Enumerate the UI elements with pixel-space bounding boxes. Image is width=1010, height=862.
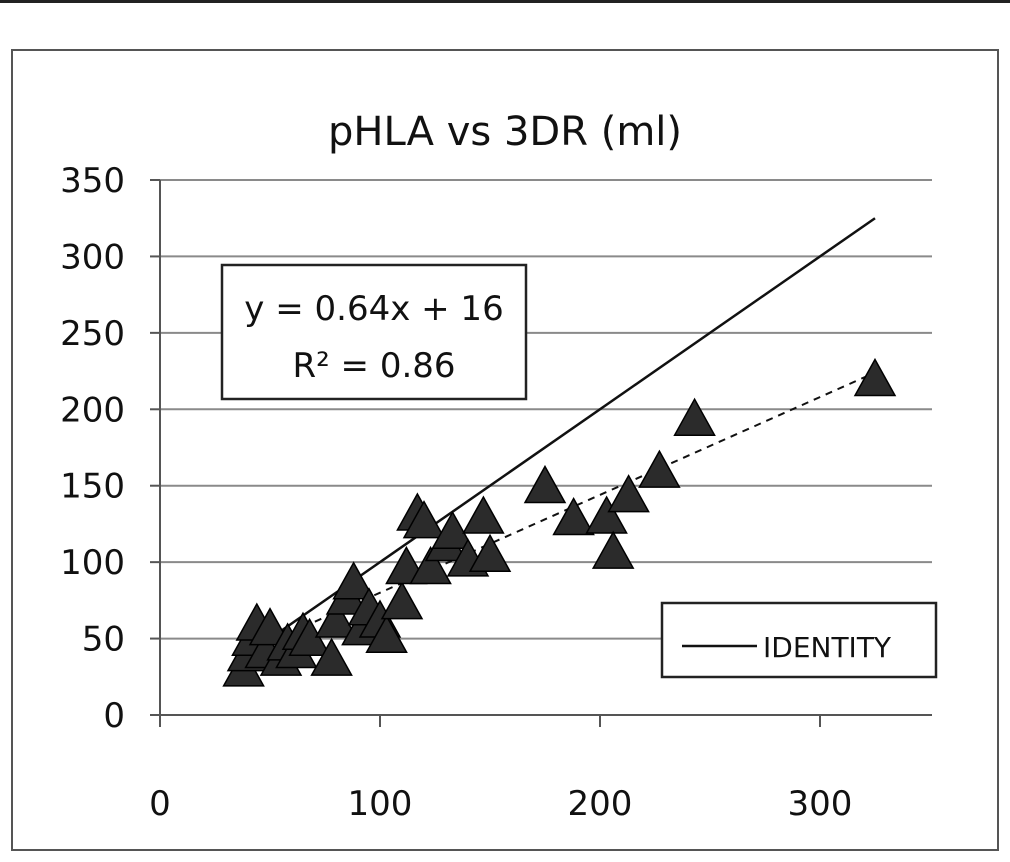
- y-tick-label-0: 0: [103, 696, 125, 736]
- y-tick-label-300: 300: [60, 237, 125, 277]
- chart-title: pHLA vs 3DR (ml): [328, 109, 682, 155]
- r-squared-text: R² = 0.86: [292, 346, 455, 386]
- data-point-36: [673, 397, 716, 436]
- annotation-box: [220, 263, 528, 401]
- data-point-20: [380, 581, 424, 620]
- data-point-28: [462, 495, 505, 534]
- data-point-19: [365, 614, 408, 654]
- equation-text: y = 0.64x + 16: [244, 289, 503, 329]
- data-point-37: [853, 357, 897, 397]
- data-point-29: [468, 533, 512, 572]
- y-tick-label-150: 150: [60, 467, 125, 507]
- y-tick-label-100: 100: [60, 543, 125, 583]
- data-point-23: [402, 500, 446, 539]
- data-point-26: [431, 510, 474, 550]
- x-tick-label-300: 300: [788, 784, 853, 824]
- data-point-6: [248, 607, 292, 646]
- top-rule: [0, 0, 1010, 3]
- data-point-31: [552, 497, 595, 536]
- data-point-33: [591, 530, 635, 569]
- chart-frame: [11, 49, 999, 851]
- x-tick-label-100: 100: [348, 784, 413, 824]
- x-tick-label-200: 200: [568, 784, 633, 824]
- legend: IDENTITY: [660, 601, 938, 679]
- axes: [150, 180, 932, 727]
- data-point-12: [310, 637, 353, 676]
- y-tick-label-350: 350: [60, 161, 125, 201]
- regression-line: [243, 371, 876, 655]
- y-tick-label-200: 200: [60, 390, 125, 430]
- legend-box: [660, 601, 938, 679]
- y-tick-label-250: 250: [60, 314, 125, 354]
- y-tick-label-50: 50: [82, 620, 125, 660]
- regression-annotation: y = 0.64x + 16 R² = 0.86: [220, 263, 528, 401]
- data-point-13: [314, 599, 358, 638]
- data-point-15: [332, 561, 375, 600]
- data-point-24: [409, 545, 452, 585]
- data-point-35: [638, 449, 681, 488]
- data-point-34: [607, 474, 650, 513]
- data-points: [222, 357, 897, 687]
- data-point-32: [585, 495, 628, 534]
- x-tick-label-0: 0: [149, 784, 171, 824]
- data-point-30: [523, 464, 567, 504]
- x-tick-labels: 0 100 200 300: [149, 784, 852, 824]
- y-tick-labels: 0 50 100 150 200 250 300 350: [60, 161, 125, 736]
- legend-label: IDENTITY: [763, 631, 892, 664]
